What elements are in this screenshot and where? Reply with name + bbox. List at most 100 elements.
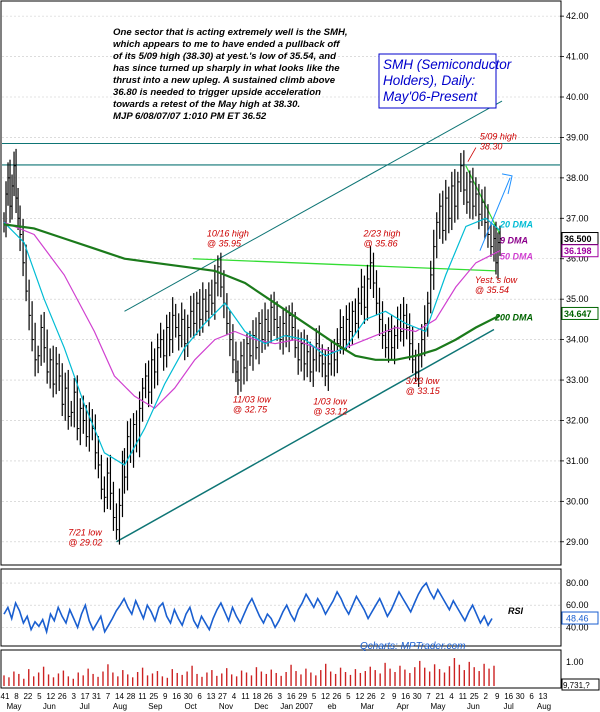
price-axis: 29.00 30.00 31.00 32.00 33.00 34.00 35.00 36.00… — [560, 11, 589, 547]
rsi-label: RSI — [508, 606, 524, 616]
month-label: Aug — [113, 702, 127, 711]
annotation-line: @ 35.86 — [363, 239, 397, 249]
chart-title-line-2: Holders), Daily: — [383, 73, 476, 88]
month-label: Aug — [537, 702, 551, 711]
price-annotation: Yest.'s low @ 35.54 — [475, 275, 518, 295]
date-tick-label: 7 — [106, 692, 111, 701]
date-tick-label: 2 — [484, 692, 489, 701]
date-tick-label: 25 — [149, 692, 158, 701]
moving-averages — [3, 217, 501, 466]
price-tick-label: 31.00 — [566, 456, 589, 466]
ma-label: 200 DMA — [494, 312, 533, 322]
title-box — [378, 53, 497, 109]
date-tick-label: 22 — [23, 692, 32, 701]
date-tick-label: 9 — [163, 692, 168, 701]
annotation-line: Yest.'s low — [475, 275, 518, 285]
date-tick-label: 16 — [401, 692, 410, 701]
ma50-line — [3, 221, 501, 410]
price-tick-label: 40.00 — [566, 92, 589, 102]
price-badge: 36.500 — [564, 234, 592, 244]
date-tick-label: 16 — [172, 692, 181, 701]
date-tick-label: 27 — [218, 692, 227, 701]
date-tick-label: 29 — [298, 692, 307, 701]
price-tick-label: 30.00 — [566, 496, 589, 506]
price-tick-label: 33.00 — [566, 375, 589, 385]
date-tick-label: 12 — [321, 692, 330, 701]
annotation-line: @ 35.95 — [207, 239, 242, 249]
annotation-line: 10/16 high — [207, 229, 249, 239]
price-tick-label: 37.00 — [566, 213, 589, 223]
ma200-line — [3, 223, 501, 361]
date-tick-label: 26 — [367, 692, 376, 701]
month-label: Sep — [148, 702, 163, 711]
month-label: Jul — [80, 702, 90, 711]
annotation-line: 3/23 low — [406, 376, 440, 386]
commentary-line: has since turned up sharply in what look… — [113, 63, 340, 74]
date-tick-label: 11 — [241, 692, 250, 701]
annotation-line: @ 33.15 — [406, 386, 441, 396]
month-label: Nov — [219, 702, 233, 711]
commentary-line: MJP 6/08/07/07 1:010 PM ET 36.52 — [113, 111, 267, 122]
date-tick-label: 18 — [252, 692, 261, 701]
date-tick-label: 6 — [529, 692, 534, 701]
rsi-panel-frame — [0, 568, 562, 647]
date-tick-label: 11 — [459, 692, 468, 701]
month-label: Oct — [184, 702, 197, 711]
date-tick-label: 9 — [392, 692, 397, 701]
annotation-line: @ 35.54 — [475, 285, 509, 295]
price-annotation: 2/23 high @ 35.86 — [362, 229, 400, 249]
date-tick-label: 2 — [381, 692, 386, 701]
month-label: Mar — [360, 702, 374, 711]
date-tick-label: 6 — [197, 692, 202, 701]
annotation-line: 38.30 — [480, 141, 503, 151]
annotation-line: @ 33.12 — [313, 406, 347, 416]
date-tick-label: 5 — [312, 692, 317, 701]
rsi-line — [3, 581, 493, 635]
ma-label: 20 DMA — [499, 219, 533, 229]
price-badge: 36.198 — [564, 246, 592, 256]
trendlines — [116, 100, 503, 543]
date-tick-label: 5 — [37, 692, 42, 701]
annotation-line: @ 32.75 — [233, 404, 268, 414]
projection-arrow-head — [501, 173, 513, 195]
chart-title-line-1: SMH (Semiconductor — [383, 57, 512, 72]
volume-tick-label: 1.00 — [566, 657, 584, 667]
date-tick-label: 4 — [232, 692, 237, 701]
horizontal-lines — [2, 142, 560, 166]
date-tick-label: 13 — [207, 692, 216, 701]
commentary-line: thrust into a new upleg. A sustained cli… — [113, 75, 336, 86]
date-tick-label: 9 — [495, 692, 500, 701]
price-annotation: 10/16 high @ 35.95 — [207, 229, 249, 249]
date-tick-label: 16 — [504, 692, 513, 701]
price-badge-box — [561, 244, 599, 258]
date-tick-label: 26 — [58, 692, 67, 701]
annotation-line: 2/23 high — [362, 229, 400, 239]
price-annotation: 1/03 low @ 33.12 — [313, 396, 347, 416]
price-annotation: 11/03 low @ 32.75 — [233, 394, 271, 414]
price-badge: 34.647 — [564, 309, 592, 319]
date-tick-label: 12 — [355, 692, 364, 701]
month-label: Jan 2007 — [280, 702, 313, 711]
date-tick-label: 16 — [287, 692, 296, 701]
date-tick-label: 30 — [184, 692, 193, 701]
month-label: Jul — [504, 702, 514, 711]
date-tick-label: 28 — [126, 692, 135, 701]
price-annotation: 3/23 low @ 33.15 — [406, 376, 441, 396]
volume-badge: 9,731,? — [563, 681, 590, 690]
month-label: May — [6, 702, 21, 711]
price-badges: 36.500 36.198 34.647 — [561, 232, 599, 320]
price-tick-label: 29.00 — [566, 537, 589, 547]
downtrend-line — [465, 165, 501, 235]
price-tick-label: 39.00 — [566, 132, 589, 142]
projection-arrow-line — [479, 177, 511, 251]
price-annotation: 7/21 low @ 29.02 — [68, 528, 102, 548]
price-tick-label: 41.00 — [566, 52, 589, 62]
date-tick-label: 21 — [436, 692, 445, 701]
chart-title-line-3: May'06-Present — [383, 89, 478, 104]
date-tick-label: 26 — [333, 692, 342, 701]
date-tick-label: 30 — [413, 692, 422, 701]
price-tick-label: 35.00 — [566, 294, 589, 304]
ma-label: 9 DMA — [500, 236, 528, 246]
